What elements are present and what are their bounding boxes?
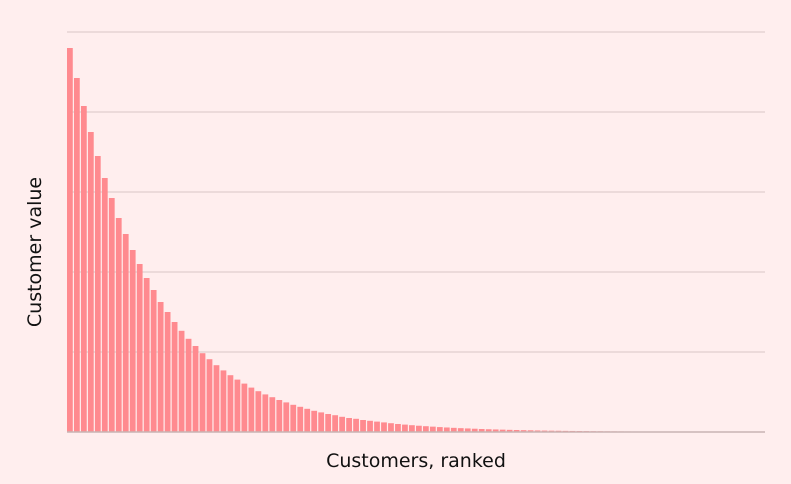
bar-22 — [213, 365, 220, 432]
bar-9 — [122, 234, 129, 432]
bar-60 — [478, 429, 485, 432]
bar-20 — [199, 353, 206, 432]
bar-17 — [178, 330, 185, 432]
bar-65 — [513, 430, 520, 432]
bar-50 — [409, 425, 415, 432]
bar-43 — [360, 420, 366, 432]
bar-18 — [185, 338, 192, 432]
bar-26 — [241, 383, 248, 432]
bar-64 — [506, 429, 513, 432]
bar-41 — [346, 418, 352, 432]
bar-28 — [255, 391, 262, 432]
bar-68 — [534, 430, 541, 432]
bar-66 — [520, 430, 527, 432]
x-axis-label: Customers, ranked — [326, 450, 506, 472]
bar-16 — [171, 322, 178, 432]
bar-11 — [136, 264, 143, 432]
bar-53 — [429, 426, 436, 432]
bar-31 — [276, 400, 283, 432]
bar-59 — [471, 428, 478, 432]
bar-37 — [318, 412, 325, 432]
bar-45 — [374, 421, 380, 432]
bar-15 — [164, 312, 171, 432]
bar-57 — [457, 428, 464, 432]
bar-63 — [499, 429, 506, 432]
bar-2 — [73, 78, 80, 432]
bar-10 — [129, 250, 136, 432]
bar-35 — [304, 408, 311, 432]
bar-3 — [80, 106, 87, 432]
bar-24 — [227, 375, 234, 432]
bar-61 — [485, 429, 492, 432]
bar-8 — [115, 218, 122, 432]
y-axis-label: Customer value — [24, 177, 46, 327]
bar-4 — [87, 132, 94, 432]
bar-51 — [416, 425, 422, 432]
bar-54 — [436, 427, 443, 432]
bar-39 — [332, 415, 339, 432]
bar-21 — [206, 359, 213, 432]
bar-6 — [101, 178, 108, 432]
gridlines — [67, 31, 765, 353]
bar-58 — [464, 428, 471, 432]
bar-13 — [150, 290, 157, 432]
bar-36 — [311, 410, 318, 432]
bar-42 — [353, 418, 359, 432]
bar-49 — [402, 424, 408, 432]
bar-46 — [381, 422, 387, 432]
bar-23 — [220, 370, 227, 432]
bar-5 — [94, 156, 101, 432]
bar-52 — [422, 426, 429, 432]
bar-25 — [234, 379, 241, 432]
bar-33 — [290, 404, 297, 432]
bar-27 — [248, 387, 255, 432]
bar-67 — [527, 430, 534, 432]
bar-34 — [297, 406, 304, 432]
bar-19 — [192, 346, 199, 432]
bar-62 — [492, 429, 499, 432]
bar-7 — [108, 198, 115, 432]
bar-12 — [143, 278, 150, 432]
bar-55 — [443, 427, 450, 432]
bar-44 — [367, 420, 373, 432]
bars — [67, 48, 764, 433]
bar-56 — [450, 427, 457, 432]
bar-40 — [339, 416, 345, 432]
bar-14 — [157, 302, 164, 432]
bar-47 — [388, 423, 394, 432]
bar-29 — [262, 394, 269, 432]
bar-1 — [67, 48, 73, 432]
bar-32 — [283, 402, 290, 432]
bar-30 — [269, 397, 276, 432]
bar-48 — [395, 424, 401, 432]
bar-38 — [325, 414, 332, 432]
